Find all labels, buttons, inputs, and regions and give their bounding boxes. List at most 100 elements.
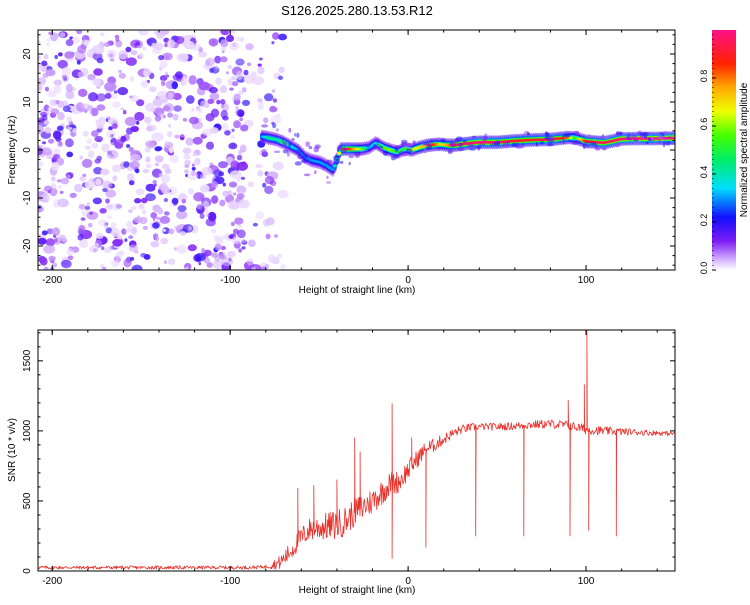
noise-blob [58,52,63,57]
noise-blob [236,154,242,161]
noise-blob [305,141,311,147]
noise-blob [100,168,110,176]
noise-blob [97,219,107,227]
noise-blob [117,87,129,96]
noise-blob [182,224,194,233]
noise-blob [57,125,64,131]
noise-blob [203,249,212,257]
spectrogram-ytick-label: 10 [22,96,33,108]
noise-blob [79,176,86,182]
noise-blob [133,216,143,224]
colorbar-tick-label: 0.6 [699,118,709,131]
noise-blob [231,236,242,245]
noise-blob [544,137,548,140]
noise-blob [142,168,150,174]
noise-blob [192,153,197,157]
noise-blob [494,140,501,146]
noise-blob [291,138,295,141]
noise-blob [570,133,576,135]
noise-blob [199,173,206,180]
noise-blob [340,147,348,153]
noise-blob [164,168,172,175]
noise-blob [264,93,274,102]
noise-blob [547,143,554,147]
noise-blob [224,130,231,136]
noise-blob [219,85,228,94]
noise-blob [277,253,283,259]
noise-blob [182,147,192,154]
noise-blob [46,228,54,235]
noise-blob [154,42,164,51]
noise-blob [144,102,155,112]
noise-blob [429,139,434,143]
noise-blob [68,126,73,131]
noise-blob [434,139,439,142]
noise-blob [96,57,104,64]
noise-blob [110,154,114,158]
noise-blob [255,211,265,220]
noise-blob [401,152,408,157]
noise-blob [243,69,249,76]
noise-blob [84,179,96,190]
noise-blob [269,106,278,113]
noise-blob [115,251,123,260]
noise-blob [67,255,74,261]
noise-blob [198,81,210,91]
noise-blob [575,133,580,137]
noise-blob [48,255,56,262]
noise-blob [423,148,427,154]
noise-blob [639,132,647,136]
ridge-segment [672,136,675,140]
noise-blob [130,153,141,162]
noise-blob [236,161,248,171]
noise-blob [250,266,256,270]
noise-blob [441,138,446,143]
noise-blob [136,120,140,125]
noise-blob [41,141,47,145]
noise-blob [238,90,244,96]
snr-ylabel: SNR (10 * v/v) [7,418,18,482]
noise-blob [128,244,139,252]
noise-blob [481,137,485,142]
noise-blob [59,190,64,194]
noise-blob [86,138,93,144]
noise-blob [76,60,81,65]
noise-blob [181,198,187,204]
noise-blob [169,154,179,164]
noise-blob [535,141,539,147]
chart-title: S126.2025.280.13.53.R12 [281,3,433,18]
noise-blob [175,36,185,44]
noise-blob [104,93,112,99]
noise-blob [375,139,381,144]
noise-blob [118,69,122,74]
noise-blob [93,68,103,76]
noise-blob [240,176,246,180]
noise-blob [221,123,229,132]
noise-blob [96,155,102,161]
noise-blob [154,107,164,115]
noise-blob [211,195,219,204]
noise-blob [236,177,241,182]
noise-blob [123,258,132,268]
noise-blob [88,92,98,102]
noise-blob [257,63,262,67]
noise-blob [141,80,149,88]
noise-blob [79,239,89,249]
ridge-segment [336,152,342,155]
noise-blob [326,181,332,184]
noise-blob [38,124,44,134]
noise-blob [195,252,206,262]
snr-marks [38,330,675,570]
noise-blob [111,164,122,173]
noise-blob [53,238,59,243]
noise-blob [222,190,230,197]
noise-blob [521,143,525,146]
noise-blob [650,137,655,141]
noise-blob [38,83,43,91]
noise-blob [62,105,71,113]
noise-blob [211,252,219,258]
noise-blob [165,141,169,145]
noise-blob [220,39,229,48]
noise-blob [51,161,60,171]
